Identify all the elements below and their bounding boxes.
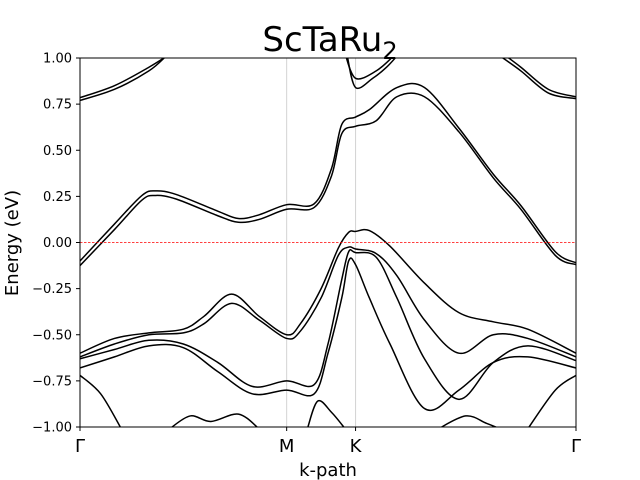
band-line [501, 58, 576, 100]
y-tick-label: 0.25 [43, 190, 72, 205]
y-tick-label: −0.50 [32, 328, 72, 343]
x-tick-label: K [350, 436, 363, 457]
band-line [80, 374, 122, 427]
band-line [528, 374, 576, 427]
band-line [307, 399, 345, 427]
band-line [80, 58, 166, 99]
x-tick-label: Γ [75, 436, 85, 457]
band-line [507, 58, 576, 98]
band-line [80, 257, 576, 412]
y-tick-label: 0.00 [43, 236, 72, 251]
x-axis-label: k-path [299, 460, 357, 480]
y-tick-label: 1.00 [43, 52, 72, 67]
band-line [80, 246, 576, 358]
band-line [80, 228, 576, 354]
x-tick-label: M [279, 436, 295, 457]
y-tick-label: 0.50 [43, 144, 72, 159]
band-line [80, 58, 166, 102]
x-tick-label: Γ [571, 436, 581, 457]
y-tick-label: −1.00 [32, 421, 72, 436]
band-line [80, 92, 576, 267]
band-line [346, 58, 397, 90]
band-line [80, 82, 576, 264]
band-line [80, 249, 576, 401]
y-tick-label: 0.75 [43, 98, 72, 113]
band-line [170, 413, 259, 427]
y-tick-label: −0.75 [32, 374, 72, 389]
y-axis-label: Energy (eV) [2, 190, 23, 296]
plot-area: −1.00 −0.75 −0.50 −0.25 0.00 0.25 0.50 0.75 1.00… [32, 52, 581, 458]
y-tick-label: −0.25 [32, 282, 72, 297]
title-subscript: 2 [382, 37, 397, 65]
